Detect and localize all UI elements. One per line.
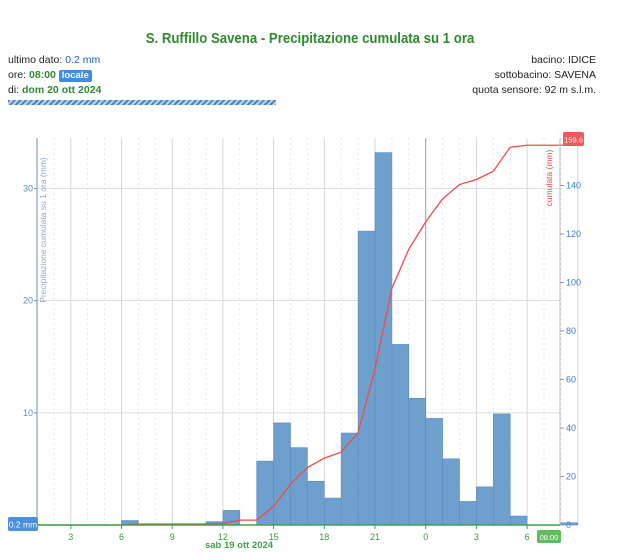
x-tick-label: 18 xyxy=(319,532,329,542)
header-stripe xyxy=(8,100,276,105)
current-value-badge: 0.2 mm xyxy=(8,517,38,531)
subbasin-label: sottobacino: SAVENA xyxy=(494,69,596,81)
x-tick-label: 3 xyxy=(474,532,479,542)
y-tick-label: 30 xyxy=(23,183,33,193)
y2-tick-label: 100 xyxy=(566,278,581,288)
current-time-text: 08:00 xyxy=(540,533,559,542)
x-tick-label: 15 xyxy=(269,532,279,542)
time-value: 08:00 xyxy=(29,69,56,81)
y2-axis-label: cumulata (mm) xyxy=(544,150,554,207)
rain-bar xyxy=(256,460,274,526)
y2-tick-label: 140 xyxy=(566,181,581,191)
rain-bar xyxy=(307,480,325,526)
last-value: 0.2 mm xyxy=(65,54,101,66)
cum-max-text: 159.6 xyxy=(564,136,583,145)
rain-bar xyxy=(340,432,359,526)
x-tick-label: 6 xyxy=(525,532,530,542)
rain-bar xyxy=(509,515,528,526)
y-tick-label: 10 xyxy=(23,408,33,418)
date-value: dom 20 ott 2024 xyxy=(22,84,102,96)
rain-bar xyxy=(374,152,393,526)
chart-axes: 10 20 30 0 20 40 60 80 100 120 140 3 6 9 12 15 18 21 0 3 6 xyxy=(23,138,581,542)
rain-bar xyxy=(476,486,494,526)
rain-bar xyxy=(560,522,579,526)
current-time-badge: 08:00 xyxy=(537,530,561,543)
x-tick-label: 0 xyxy=(423,532,428,542)
time-row: ore: 08:00 locale xyxy=(8,68,101,83)
y2-tick-label: 40 xyxy=(566,423,576,433)
sensor-height-label: quota sensore: 92 m s.l.m. xyxy=(472,84,596,96)
rain-bar xyxy=(408,397,426,526)
chart-title: S. Ruffillo Savena - Precipitazione cumu… xyxy=(145,30,475,47)
rain-bar xyxy=(492,413,511,526)
basin-label: bacino: IDICE xyxy=(531,54,596,66)
cum-max-badge: 159.6 xyxy=(563,132,584,146)
y2-tick-label: 60 xyxy=(566,375,576,385)
date-axis-label: sab 19 ott 2024 xyxy=(205,540,274,551)
date-row: di: dom 20 ott 2024 xyxy=(8,83,101,98)
time-label: ore: xyxy=(8,69,30,81)
y2-tick-label: 80 xyxy=(566,326,576,336)
rain-bar xyxy=(425,418,443,526)
y2-tick-label: 0 xyxy=(566,520,571,530)
bar-series xyxy=(121,152,579,526)
x-tick-label: 12 xyxy=(218,532,228,542)
x-tick-label: 21 xyxy=(370,532,380,542)
rain-bar xyxy=(290,447,308,526)
x-tick-label: 3 xyxy=(68,532,73,542)
rain-bar xyxy=(323,497,342,526)
x-tick-label: 6 xyxy=(119,532,124,542)
y-tick-label: 20 xyxy=(23,296,33,306)
rain-bar xyxy=(459,501,477,526)
y2-tick-label: 120 xyxy=(566,229,581,239)
rain-bar xyxy=(391,344,410,526)
last-value-row: ultimo dato: 0.2 mm xyxy=(8,53,101,68)
x-tick-label: 9 xyxy=(170,532,175,542)
local-time-toggle[interactable]: locale xyxy=(58,70,92,82)
rain-bar xyxy=(273,422,291,526)
y2-tick-label: 20 xyxy=(566,472,576,482)
date-label: di: xyxy=(8,84,23,96)
y-axis-label: Precipitazione cumulata su 1 ora (mm) xyxy=(38,157,48,303)
last-value-label: ultimo dato: xyxy=(8,54,66,66)
rain-bar xyxy=(442,458,460,526)
current-value-text: 0.2 mm xyxy=(9,520,37,530)
station-info-panel: bacino: IDICE sottobacino: SAVENA quota … xyxy=(472,53,596,98)
last-reading-panel: ultimo dato: 0.2 mm ore: 08:00 locale di… xyxy=(8,53,101,98)
